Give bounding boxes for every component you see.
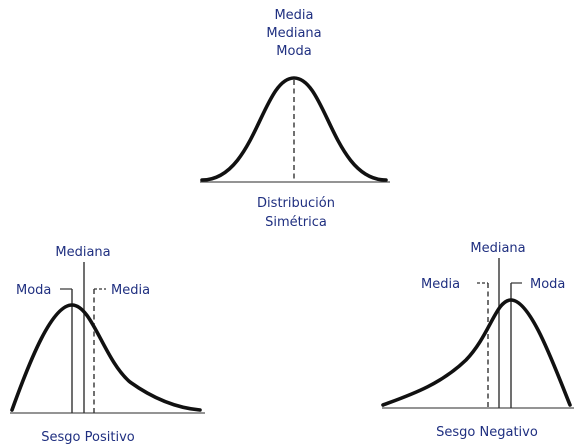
negative-median-label: Mediana <box>470 241 525 256</box>
symmetric-curve <box>200 76 388 182</box>
symmetric-distribution: Media Mediana Moda Distribución Simétric… <box>200 8 390 230</box>
symmetric-caption-line1: Distribución <box>257 196 335 211</box>
negative-caption: Sesgo Negativo <box>436 425 538 440</box>
symmetric-median-label: Mediana <box>266 26 321 41</box>
negative-mode-label: Moda <box>530 277 565 292</box>
symmetric-mode-label: Moda <box>276 44 311 59</box>
symmetric-mean-label: Media <box>274 8 313 23</box>
positive-median-label: Mediana <box>55 245 110 260</box>
positive-caption: Sesgo Positivo <box>41 430 134 445</box>
negative-skew-curve <box>381 298 572 407</box>
positive-mean-label: Media <box>111 283 150 298</box>
positive-skew-curve <box>10 303 202 412</box>
positive-skew-distribution: Mediana Moda Media Sesgo Positivo <box>10 245 205 445</box>
negative-skew-distribution: Mediana Media Moda Sesgo Negativo <box>381 241 574 440</box>
positive-mode-label: Moda <box>16 283 51 298</box>
negative-mean-label: Media <box>421 277 460 292</box>
symmetric-caption-line2: Simétrica <box>265 215 327 230</box>
